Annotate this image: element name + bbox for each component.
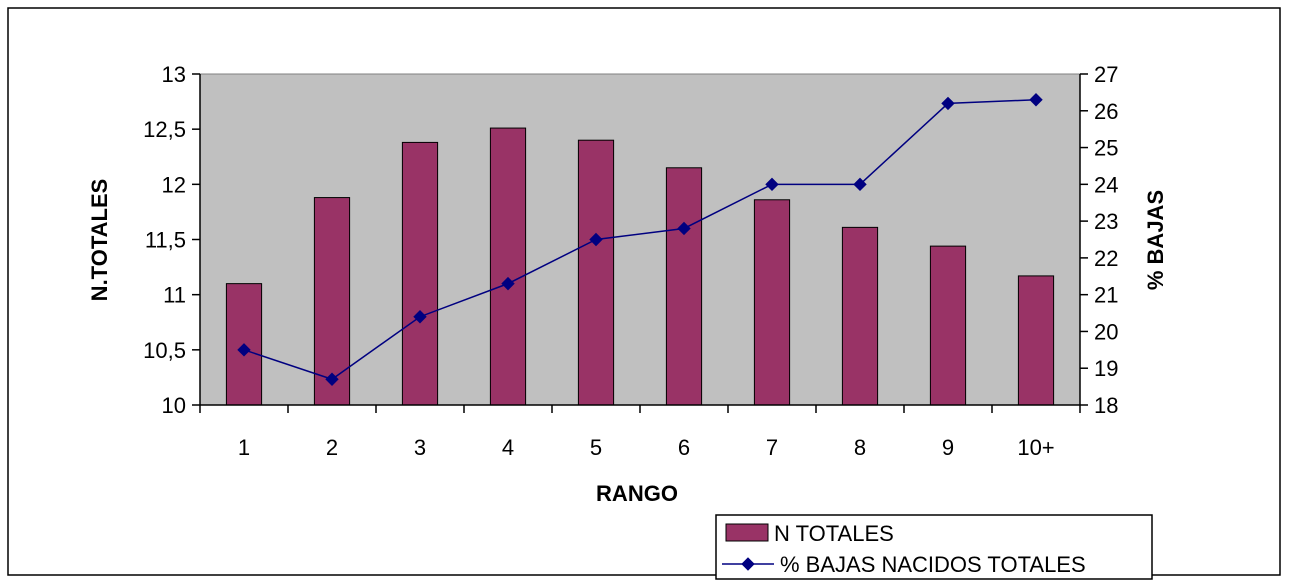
right-axis-tick-label: 27 [1094,62,1118,87]
line-series-path [243,98,1037,381]
x-axis-tick-label: 4 [502,435,514,460]
right-axis-tick-label: 23 [1094,209,1118,234]
bar [1017,275,1055,406]
bar [489,127,527,406]
line-point-marker [853,177,867,192]
x-axis-tick-label: 7 [766,435,778,460]
right-axis-tick-label: 18 [1094,393,1118,418]
line-point-marker [589,232,603,247]
right-axis-tick-label: 26 [1094,99,1118,124]
x-axis-tick-label: 5 [590,435,602,460]
x-axis-tick-labels: 1 2 3 4 5 6 7 8 9 10+ [238,435,1055,460]
bar [929,245,967,406]
left-axis-tick-label: 11 [163,283,186,308]
bar [665,167,703,406]
bar [841,226,879,406]
left-axis-tick-labels: 10 10,5 11 11,5 12 12,5 13 [143,62,186,418]
left-axis-tick-label: 11,5 [145,228,186,253]
bar [401,141,439,406]
bar [577,139,615,406]
line-point-marker [941,96,955,111]
x-axis-tick-label: 3 [414,435,426,460]
line-point-marker [501,276,515,291]
left-axis-tick-label: 12,5 [143,117,186,142]
left-axis-title: N.TOTALES [87,179,112,302]
right-axis-title: % BAJAS [1143,190,1168,290]
right-axis-tick-label: 19 [1094,356,1118,381]
axes-group [192,73,1088,413]
right-axis-tick-label: 21 [1094,283,1118,308]
legend: N TOTALES % BAJAS NACIDOS TOTALES [715,514,1153,580]
legend-label-bar: N TOTALES [774,521,894,546]
x-axis-tick-label: 8 [854,435,866,460]
left-axis-tick-label: 10,5 [143,338,186,363]
line-point-marker [1029,93,1043,107]
legend-box [715,514,1153,580]
x-axis-tick-label: 6 [678,435,690,460]
legend-swatch-bar [725,523,769,542]
line-point-marker [237,343,251,357]
right-axis-tick-label: 25 [1094,136,1118,161]
x-axis-tick-label: 1 [238,435,250,460]
right-axis-tick-label: 22 [1094,246,1118,271]
right-axis-tick-label: 24 [1094,172,1118,197]
legend-swatch-marker [741,557,755,571]
line-point-marker [413,310,427,324]
bar [753,199,791,406]
line-point-marker [765,177,779,192]
x-axis-tick-label: 10+ [1017,435,1054,460]
x-axis-tick-label: 2 [326,435,338,460]
right-axis-tick-labels: 18 19 20 21 22 23 24 25 26 27 [1094,62,1118,418]
line-point-marker [677,221,691,236]
x-axis-tick-label: 9 [942,435,954,460]
left-axis-tick-label: 12 [162,172,186,197]
line-series-group [237,93,1043,386]
left-axis-tick-label: 13 [162,62,186,87]
bar-series-group [225,127,1055,406]
line-point-marker [325,372,339,386]
legend-label-line: % BAJAS NACIDOS TOTALES [780,552,1086,577]
right-axis-tick-label: 20 [1094,319,1118,344]
x-axis-title: RANGO [596,481,678,506]
left-axis-tick-label: 10 [162,393,186,418]
